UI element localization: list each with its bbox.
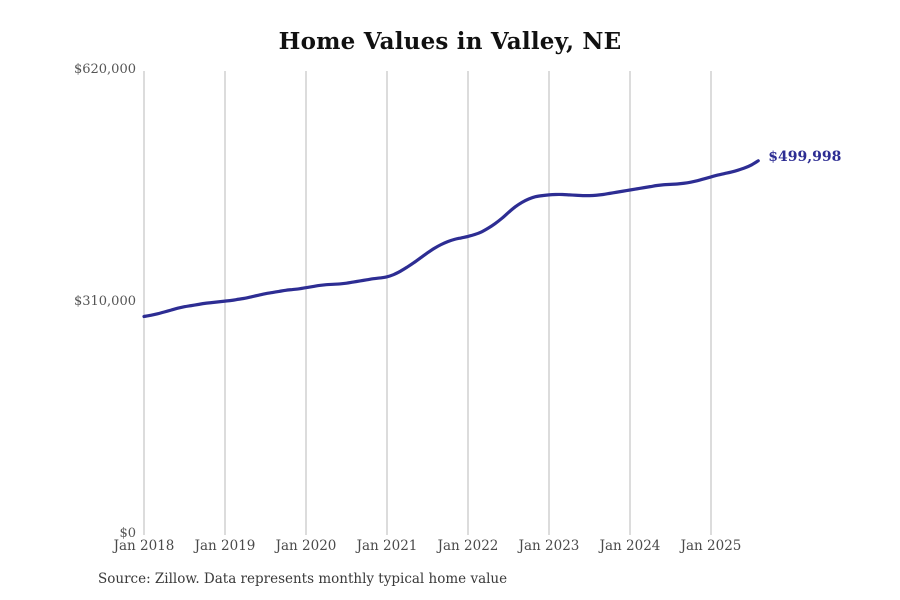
x-axis-tick-label: Jan 2023 bbox=[518, 538, 580, 554]
y-axis-tick-label: $620,000 bbox=[73, 62, 136, 77]
end-value-annotation: $499,998 bbox=[768, 148, 842, 165]
chart-title: Home Values in Valley, NE bbox=[278, 28, 622, 55]
x-axis-tick-label: Jan 2019 bbox=[194, 538, 256, 554]
value-line-series bbox=[142, 159, 760, 319]
x-axis-tick-label: Jan 2021 bbox=[356, 538, 418, 554]
x-axis-tick-label: Jan 2025 bbox=[680, 538, 742, 554]
x-axis-tick-label: Jan 2020 bbox=[275, 538, 337, 554]
x-axis-tick-label: Jan 2024 bbox=[599, 538, 661, 554]
gridlines bbox=[143, 71, 712, 535]
value-line bbox=[142, 159, 760, 319]
x-axis-tick-label: Jan 2018 bbox=[113, 538, 175, 554]
x-axis-tick-label: Jan 2022 bbox=[437, 538, 499, 554]
y-axis-tick-label: $310,000 bbox=[73, 294, 136, 309]
source-note: Source: Zillow. Data represents monthly … bbox=[98, 571, 508, 587]
y-axis-tick-label: $0 bbox=[119, 526, 136, 541]
